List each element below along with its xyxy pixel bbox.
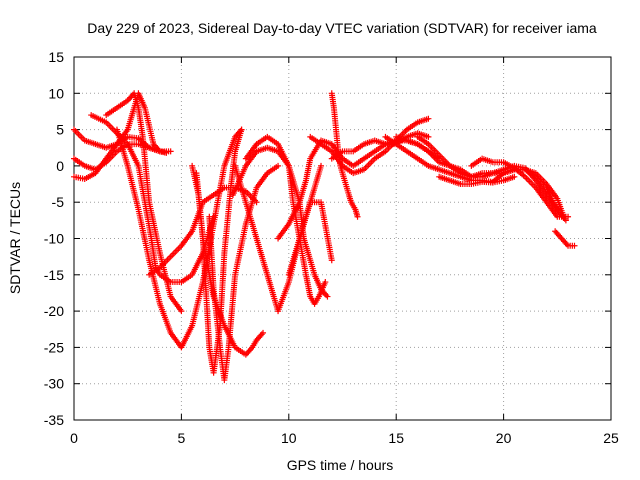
data-point: [322, 279, 329, 286]
data-point: [328, 257, 335, 264]
series-track-17: [328, 90, 361, 220]
series-track-13: [242, 133, 329, 307]
data-point: [354, 213, 361, 220]
y-tick-label: 15: [48, 49, 64, 65]
x-tick-label: 25: [603, 430, 619, 446]
data-point: [324, 293, 331, 300]
series-track-20: [393, 133, 567, 220]
y-tick-label: 0: [56, 158, 64, 174]
series-track-21: [414, 133, 569, 224]
series-track-10: [206, 162, 282, 384]
data-point: [167, 148, 174, 155]
series-track-23: [436, 173, 518, 188]
y-axis-label: SDTVAR / TECUs: [7, 182, 23, 294]
y-tick-label: 10: [48, 85, 64, 101]
y-tick-label: -30: [44, 376, 64, 392]
y-tick-label: 5: [56, 122, 64, 138]
x-axis-label: GPS time / hours: [287, 457, 394, 473]
x-tick-label: 15: [388, 430, 404, 446]
x-tick-label: 5: [178, 430, 186, 446]
data-series: [71, 90, 578, 384]
y-tick-label: -15: [44, 267, 64, 283]
series-track-03: [71, 133, 174, 182]
y-tick-label: -10: [44, 231, 64, 247]
chart-title: Day 229 of 2023, Sidereal Day-to-day VTE…: [87, 20, 597, 36]
y-tick-label: -35: [44, 412, 64, 428]
y-tick-label: -25: [44, 339, 64, 355]
data-point: [238, 126, 245, 133]
series-track-22: [468, 155, 572, 220]
data-point: [425, 133, 432, 140]
data-point: [178, 308, 185, 315]
y-axis-ticks: 15 10 5 0 -5 -10 -15 -20 -25 -30 -35: [44, 49, 611, 428]
data-point: [565, 213, 572, 220]
y-tick-label: -5: [52, 194, 65, 210]
data-point: [425, 115, 432, 122]
series-track-09: [193, 126, 245, 376]
x-tick-label: 0: [70, 430, 78, 446]
series-track-16: [307, 115, 432, 177]
x-tick-label: 10: [281, 430, 297, 446]
x-axis-ticks: 0 5 10 15 20 25: [70, 57, 619, 446]
data-point: [318, 162, 325, 169]
x-tick-label: 20: [496, 430, 512, 446]
data-point: [571, 242, 578, 249]
series-track-24: [552, 228, 578, 249]
series-track-07: [146, 184, 260, 278]
data-point: [511, 173, 518, 180]
y-tick-label: -20: [44, 303, 64, 319]
data-point: [260, 329, 267, 336]
data-point: [275, 162, 282, 169]
series-track-15: [285, 199, 335, 278]
